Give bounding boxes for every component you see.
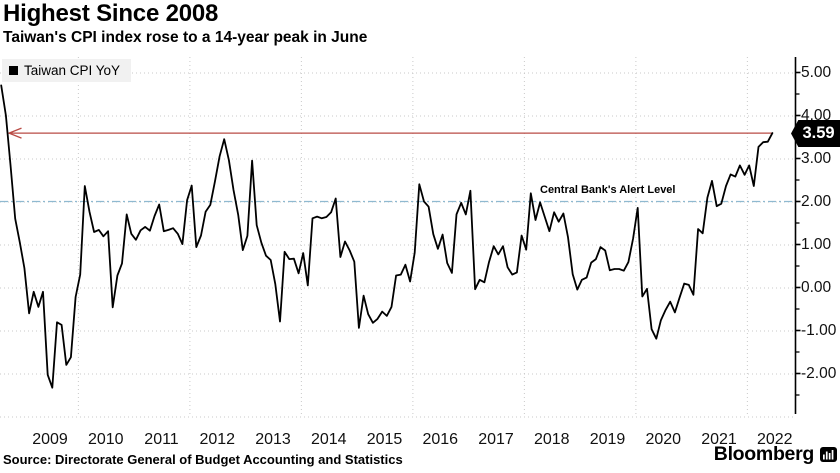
x-axis-tick-label: 2014 [310,431,347,448]
x-axis-tick-label: 2019 [589,431,626,448]
x-axis-tick-label: 2010 [87,431,124,448]
x-axis-tick-label: 2022 [756,431,793,448]
x-axis-tick-label: 2016 [422,431,459,448]
x-axis-tick-label: 2012 [199,431,236,448]
legend-label: Taiwan CPI YoY [24,63,121,78]
x-axis-tick-label: 2021 [701,431,737,448]
x-axis-tick-label: 2011 [144,431,179,448]
legend: Taiwan CPI YoY [2,59,132,82]
source-note: Source: Directorate General of Budget Ac… [3,452,403,467]
x-axis-tick-label: 2017 [478,431,514,448]
y-axis-tick-label: 5.00 [801,63,832,81]
legend-swatch-icon [9,66,18,75]
x-axis-tick-label: 2009 [32,431,68,448]
x-axis-tick-label: 2018 [533,431,570,448]
page-subtitle: Taiwan's CPI index rose to a 14-year pea… [3,29,368,46]
x-axis-tick-label: 2020 [645,431,682,448]
page-title: Highest Since 2008 [3,0,219,27]
bloomberg-wordmark: Bloomberg [713,443,815,465]
bloomberg-terminal-icon [820,447,837,462]
y-axis-tick-label: 4.00 [801,106,832,124]
x-axis-tick-label: 2013 [255,431,291,448]
bloomberg-logo: Bloomberg [714,443,837,466]
latest-value-badge: 3.59 [791,120,840,147]
y-axis-tick-label: 2.00 [801,192,832,210]
y-axis-tick-label: 0.00 [801,278,832,296]
x-axis-tick-label: 2015 [366,431,403,448]
y-axis-tick-label: -1.00 [801,321,837,339]
alert-level-label: Central Bank's Alert Level [540,184,676,196]
y-axis-tick-label: -2.00 [801,364,837,382]
y-axis-tick-label: 1.00 [801,235,832,253]
y-axis-tick-label: 3.00 [801,149,832,167]
